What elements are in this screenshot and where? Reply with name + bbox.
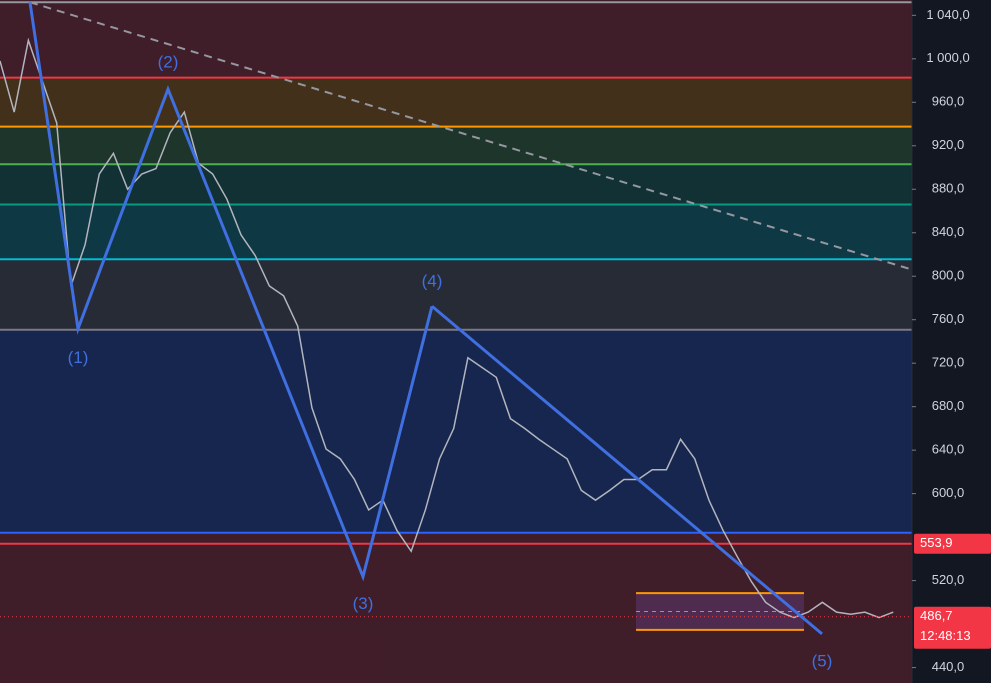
price-tag-time: 12:48:13 — [920, 628, 971, 643]
y-tick-label: 840,0 — [932, 224, 965, 239]
y-tick-label: 640,0 — [932, 442, 965, 457]
y-tick-label: 920,0 — [932, 137, 965, 152]
level-band — [0, 77, 912, 127]
wave-label: (3) — [353, 594, 374, 613]
level-band — [0, 543, 912, 683]
y-tick-label: 960,0 — [932, 94, 965, 109]
level-band — [0, 2, 912, 78]
price-tag — [914, 533, 991, 554]
y-tick-label: 520,0 — [932, 572, 965, 587]
wave-label: (2) — [158, 53, 179, 72]
level-band — [0, 164, 912, 205]
y-tick-label: 880,0 — [932, 181, 965, 196]
price-tag — [914, 606, 991, 649]
wave-label: (4) — [422, 272, 443, 291]
level-band — [0, 259, 912, 330]
level-band — [0, 532, 912, 544]
y-tick-label: 600,0 — [932, 485, 965, 500]
level-band — [0, 0, 912, 3]
wave-label: (1) — [68, 348, 89, 367]
y-tick-label: 680,0 — [932, 398, 965, 413]
wave-line — [28, 2, 434, 582]
wave-label: (5) — [812, 651, 833, 670]
y-tick-label: 1 040,0 — [926, 7, 969, 22]
y-tick-label: 720,0 — [932, 355, 965, 370]
y-tick-label: 440,0 — [932, 659, 965, 674]
y-tick-label: 800,0 — [932, 268, 965, 283]
price-axis — [912, 0, 991, 683]
price-tag-label: 553,9 — [920, 535, 953, 550]
triangle-line — [431, 305, 823, 636]
y-tick-label: 1 000,0 — [926, 50, 969, 65]
price-tag-label: 486,7 — [920, 608, 953, 623]
level-band — [0, 126, 912, 165]
level-band — [0, 204, 912, 260]
level-band — [0, 329, 912, 533]
y-tick-label: 760,0 — [932, 311, 965, 326]
